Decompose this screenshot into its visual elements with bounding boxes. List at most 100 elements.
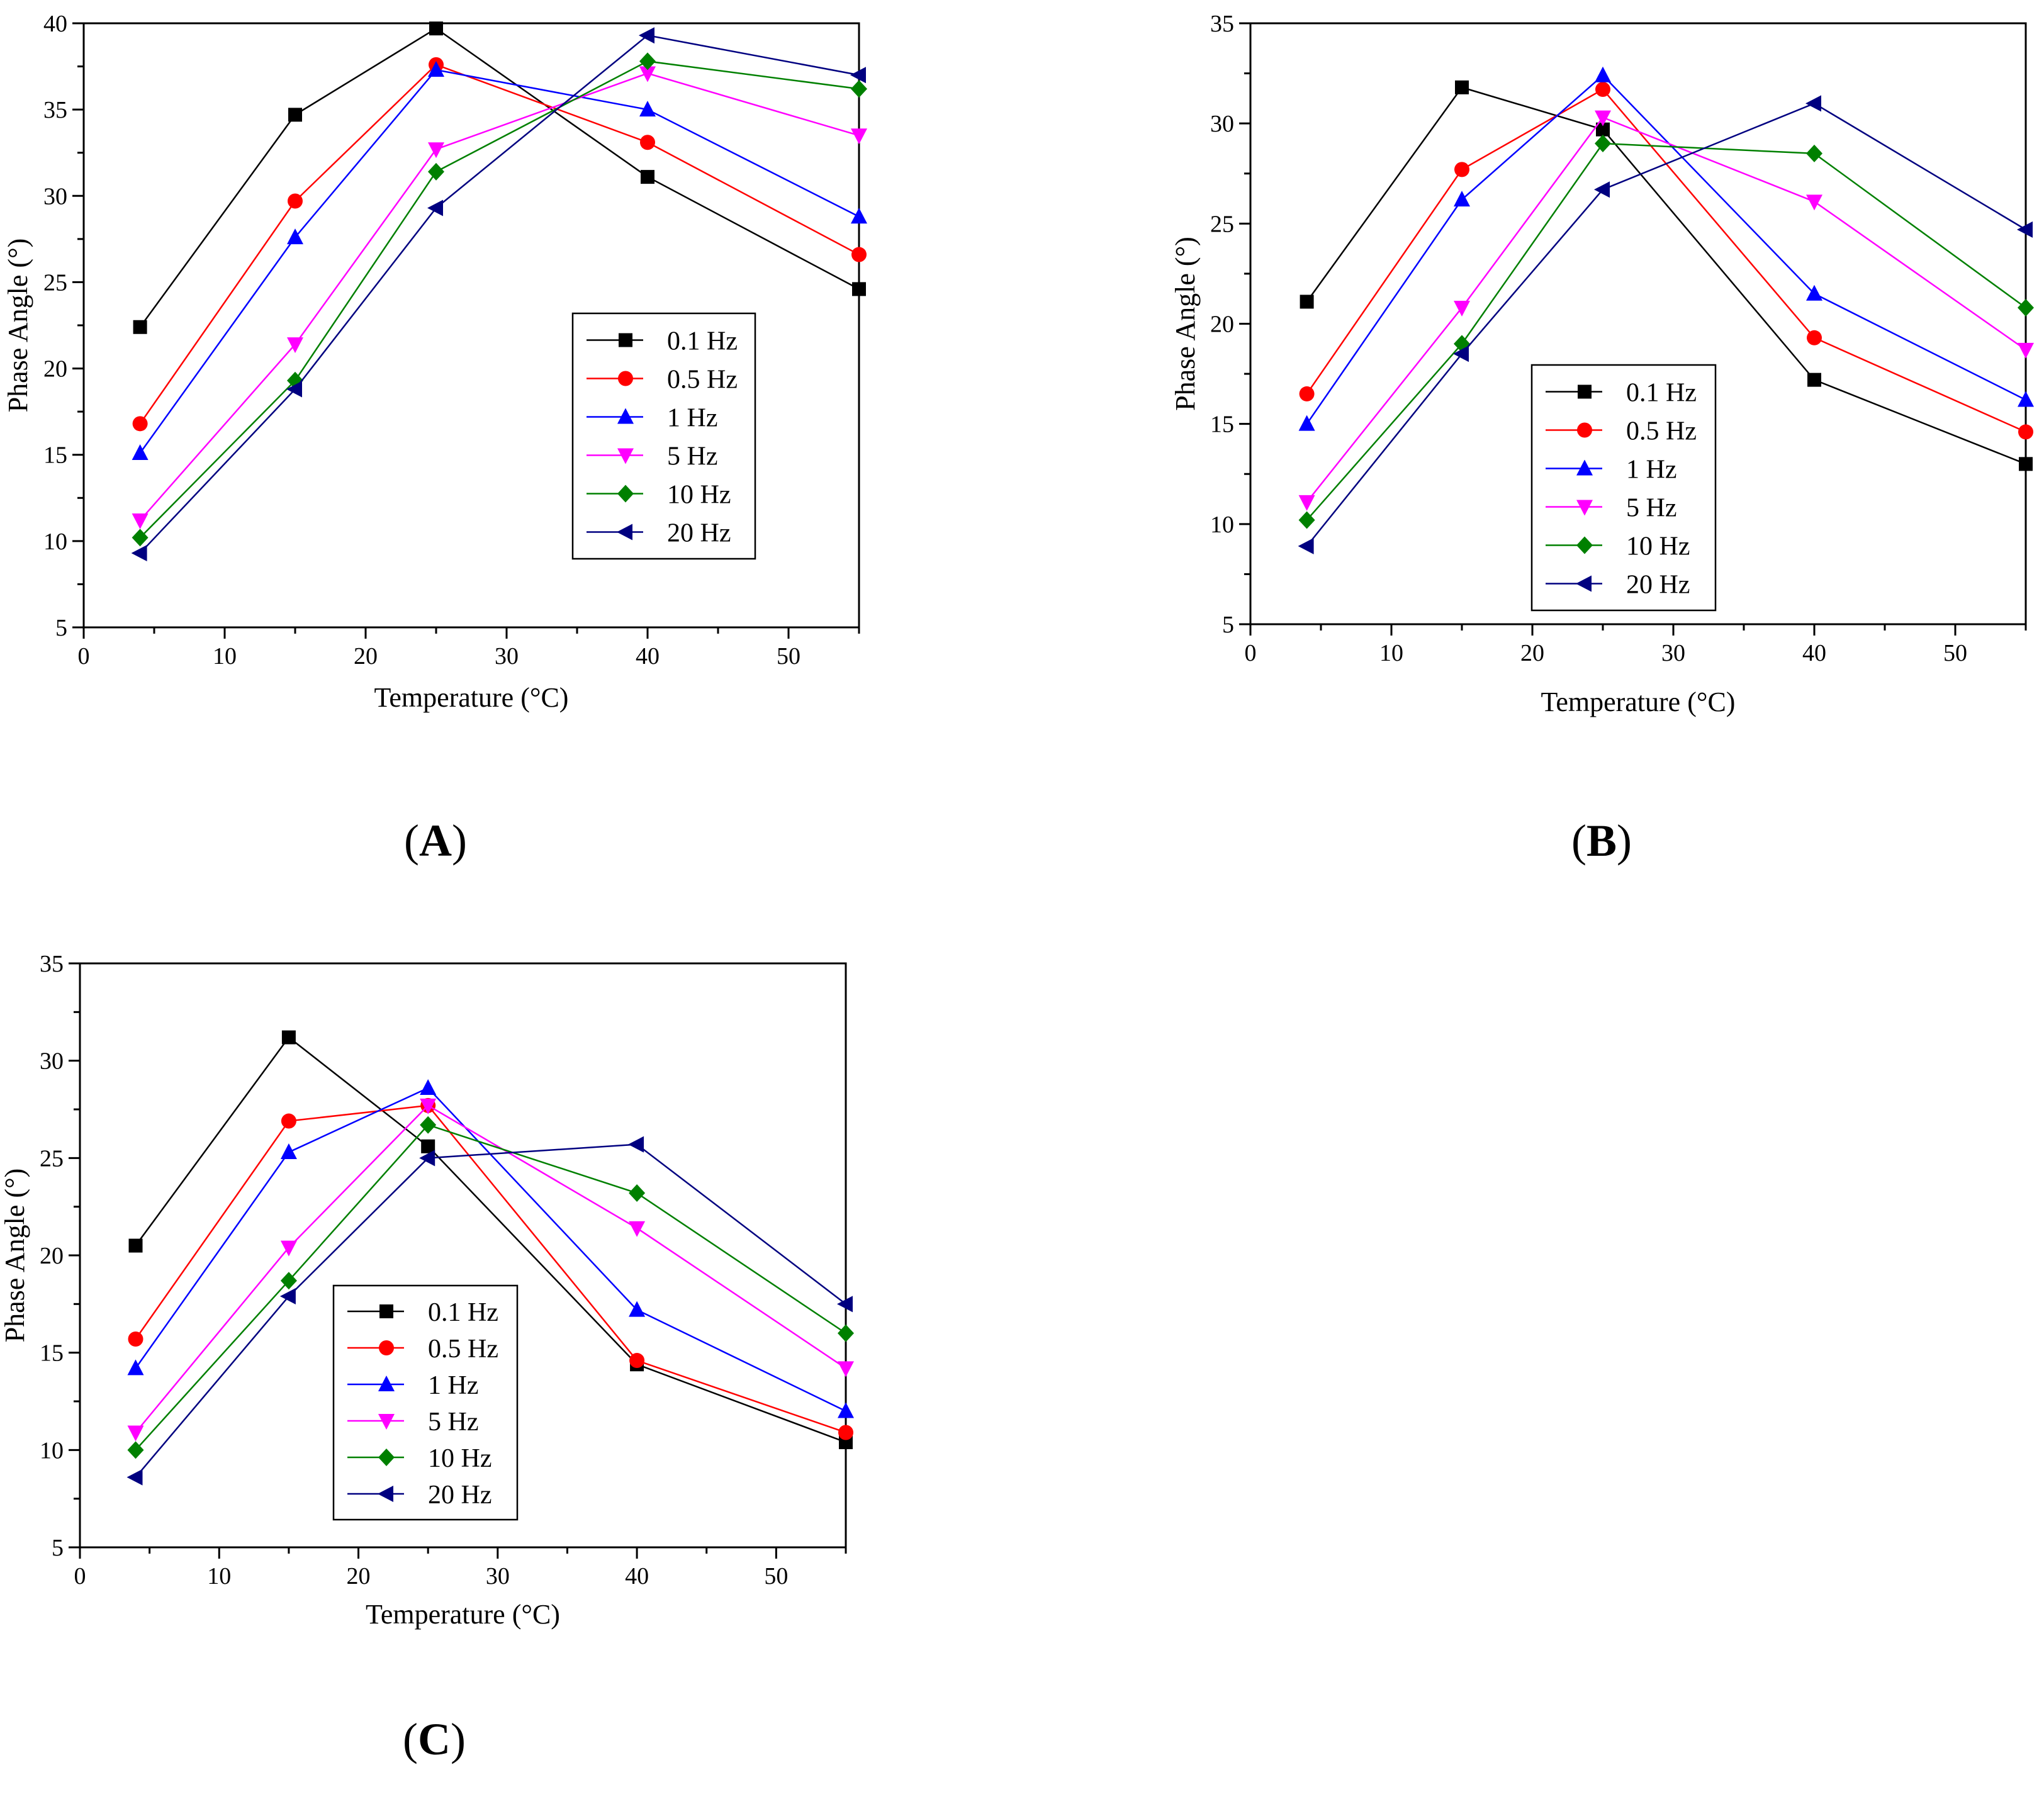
legend-label: 10 Hz <box>667 481 731 510</box>
x-tick-label: 10 <box>207 1563 231 1589</box>
data-point <box>1805 95 1821 112</box>
data-point <box>1807 373 1821 387</box>
data-point <box>280 1272 297 1290</box>
legend-marker <box>378 1414 395 1430</box>
data-point <box>2019 457 2033 471</box>
x-tick-label: 10 <box>1379 640 1403 666</box>
y-axis-title: Phase Angle (°) <box>0 1169 30 1343</box>
data-point <box>838 1402 854 1418</box>
legend-label: 1 Hz <box>1626 456 1676 485</box>
data-point <box>639 27 654 44</box>
y-tick-label: 5 <box>1222 612 1234 638</box>
legend-label: 0.5 Hz <box>667 366 738 395</box>
chart-panel-a: 0 10 20 30 40 50 5 10 15 20 25 30 35 40 Temperature (°… <box>3 11 867 866</box>
data-point <box>852 282 866 296</box>
data-point <box>1298 415 1315 431</box>
data-point <box>131 545 147 562</box>
legend: 0.1 Hz 0.5 Hz 1 Hz 5 Hz 10 Hz 20 Hz <box>571 312 756 560</box>
y-tick-label: 35 <box>40 951 64 977</box>
data-point <box>127 1359 144 1376</box>
series-1-hz <box>1298 66 2034 431</box>
y-tick-label: 15 <box>43 442 67 469</box>
y-axis-title: Phase Angle (°) <box>3 238 33 413</box>
data-point <box>629 1353 645 1369</box>
legend-marker <box>378 1486 393 1502</box>
data-point <box>420 1079 437 1095</box>
legend-label: 5 Hz <box>667 442 717 471</box>
data-point <box>629 1301 646 1317</box>
data-point <box>427 199 443 216</box>
data-point <box>1300 294 1314 309</box>
series-20-hz <box>131 27 866 562</box>
series-5-hz <box>132 66 867 529</box>
data-point <box>838 1324 854 1342</box>
data-point <box>1298 495 1315 511</box>
legend-label: 0.1 Hz <box>428 1298 498 1327</box>
y-tick-label: 20 <box>40 1243 64 1269</box>
data-point <box>279 1287 296 1304</box>
y-tick-label: 5 <box>52 1535 64 1561</box>
legend-marker <box>378 1449 395 1466</box>
data-point <box>420 1116 437 1134</box>
y-tick-label: 10 <box>1210 512 1234 538</box>
x-tick-label: 50 <box>764 1563 788 1589</box>
y-tick-label: 15 <box>1210 412 1234 438</box>
y-tick-label: 25 <box>43 269 67 296</box>
y-tick-label: 30 <box>40 1048 64 1075</box>
data-point <box>1806 144 1822 162</box>
y-tick-label: 20 <box>1210 311 1234 338</box>
data-point <box>128 1331 143 1347</box>
data-point <box>428 142 444 159</box>
data-point <box>1299 386 1315 401</box>
series-5-hz <box>127 1098 854 1442</box>
series-0-5-hz <box>132 57 867 432</box>
legend-marker <box>1576 536 1593 554</box>
y-tick-label: 30 <box>1210 111 1234 137</box>
data-point <box>838 1425 853 1440</box>
legend-marker <box>1576 500 1593 516</box>
data-point <box>1454 301 1470 317</box>
series-1-hz <box>132 61 867 460</box>
data-point <box>281 1030 296 1045</box>
data-point <box>127 1441 144 1459</box>
legend-label: 1 Hz <box>428 1371 478 1400</box>
x-axis-title: Temperature (°C) <box>374 682 569 713</box>
legend-label: 20 Hz <box>1626 571 1690 600</box>
data-point <box>1298 537 1314 554</box>
data-point <box>1596 122 1610 137</box>
data-point <box>628 1136 644 1153</box>
legend-label: 0.5 Hz <box>428 1335 498 1364</box>
series-10-hz <box>127 1116 854 1459</box>
data-point <box>2018 424 2033 440</box>
y-tick-label: 5 <box>55 615 67 641</box>
x-axis-title: Temperature (°C) <box>1541 687 1736 717</box>
data-point <box>629 1221 646 1237</box>
data-point <box>280 1143 297 1160</box>
y-tick-label: 20 <box>43 356 67 383</box>
legend-box <box>571 312 756 560</box>
data-point <box>1594 181 1610 198</box>
legend-marker <box>1576 459 1593 476</box>
legend-label: 1 Hz <box>667 404 717 433</box>
legend-marker <box>379 1340 394 1355</box>
x-tick-label: 10 <box>213 643 237 670</box>
panel-label: (C) <box>403 1714 466 1764</box>
legend-label: 0.1 Hz <box>667 327 738 356</box>
data-point <box>1453 345 1469 362</box>
x-tick-label: 20 <box>347 1563 371 1589</box>
legend-marker <box>617 485 634 503</box>
data-point <box>851 80 867 98</box>
series-0-5-hz <box>1299 82 2033 440</box>
legend-label: 5 Hz <box>428 1408 478 1437</box>
data-point <box>1455 80 1469 94</box>
series-20-hz <box>126 1136 853 1486</box>
series-0-1-hz <box>1300 80 2033 471</box>
legend-marker <box>617 408 634 424</box>
data-point <box>1454 191 1470 207</box>
x-tick-label: 50 <box>1943 640 1967 666</box>
y-tick-label: 25 <box>40 1145 64 1172</box>
data-point <box>1806 284 1822 301</box>
series-10-hz <box>132 52 867 547</box>
legend-marker <box>378 1376 395 1391</box>
